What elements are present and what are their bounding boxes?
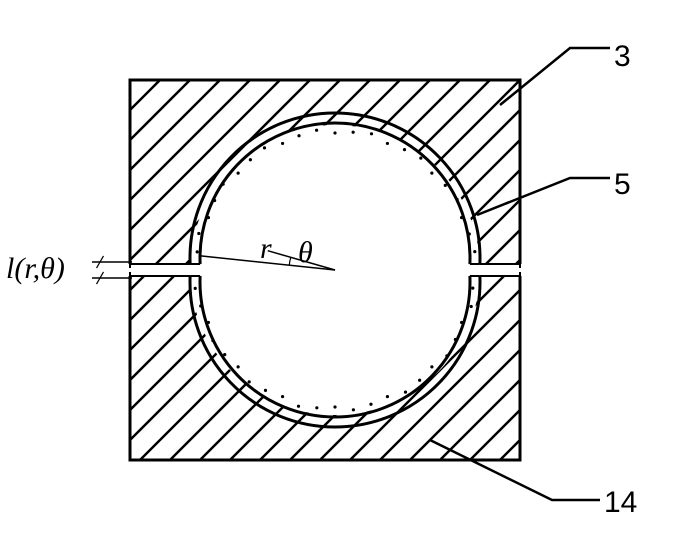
callout-label-14: 14: [604, 486, 637, 520]
callout-label-5: 5: [614, 168, 631, 202]
diagram-svg: [0, 0, 680, 543]
outer-circle: [190, 113, 480, 264]
label-theta: θ: [298, 236, 313, 270]
leader-14: [430, 440, 600, 500]
leader-5: [477, 178, 610, 215]
label-l-r-theta: l(r,θ): [6, 252, 65, 286]
label-r: r: [260, 232, 272, 266]
callout-label-3: 3: [614, 40, 631, 74]
theta-arc: [289, 257, 291, 265]
